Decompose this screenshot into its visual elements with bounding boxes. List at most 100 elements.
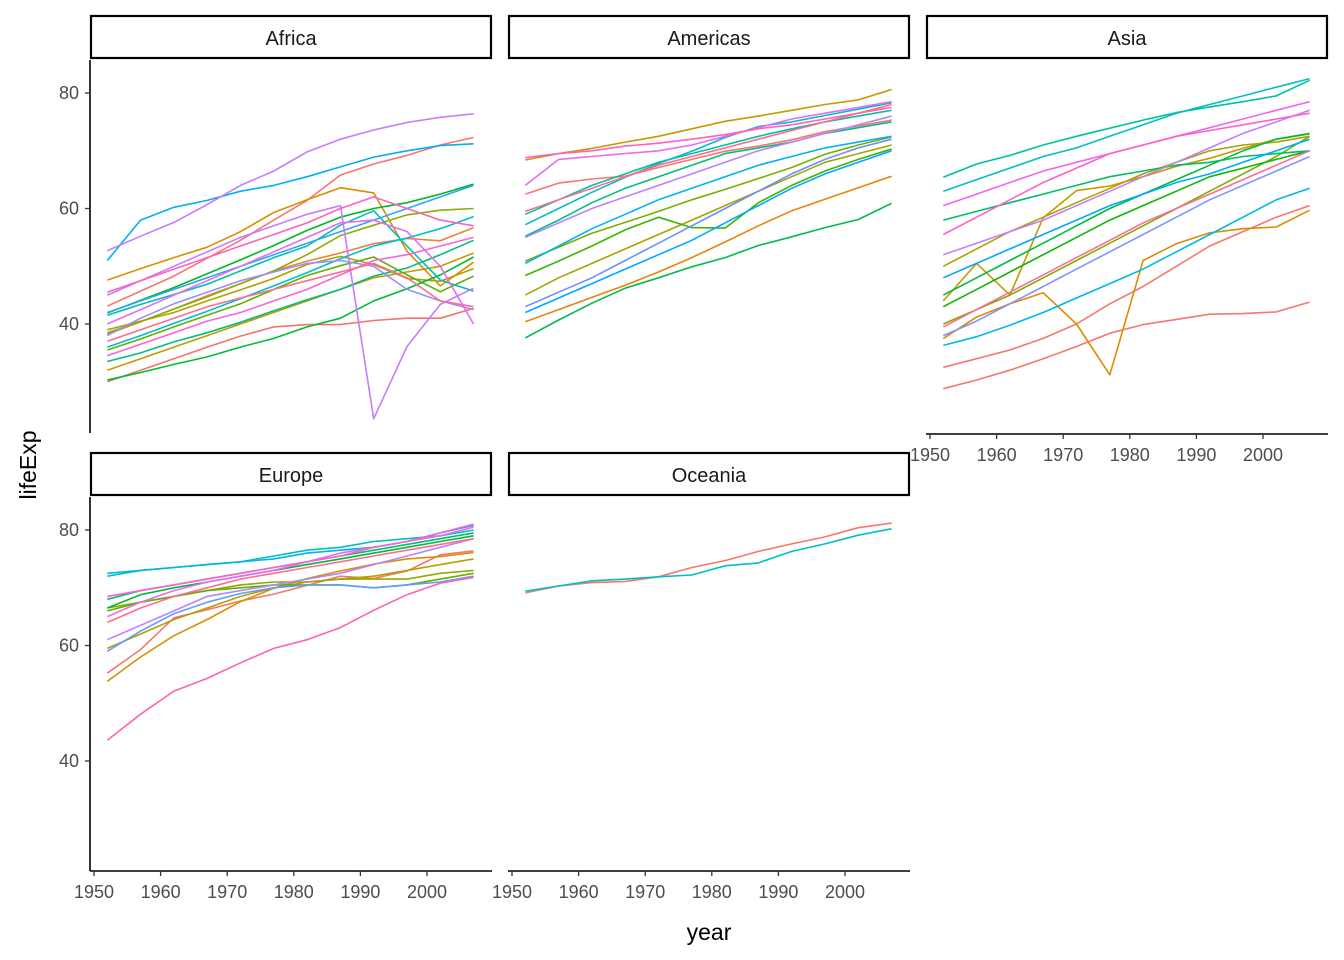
facet-strip-label: Africa bbox=[265, 28, 317, 50]
y-tick-label: 80 bbox=[59, 83, 79, 103]
series-line-1 bbox=[525, 522, 892, 594]
series-line-14 bbox=[106, 576, 474, 741]
x-tick-label: 2000 bbox=[825, 882, 865, 902]
series-line-6 bbox=[107, 535, 474, 609]
y-tick-label: 60 bbox=[59, 636, 79, 656]
facet-strip bbox=[507, 451, 911, 497]
y-tick-label: 40 bbox=[59, 751, 79, 771]
series-line-15 bbox=[943, 109, 1310, 256]
series-line-11 bbox=[106, 537, 474, 641]
x-tick-label: 2000 bbox=[407, 882, 447, 902]
series-group bbox=[942, 77, 1311, 390]
facet-panel-europe: Europe 40 60 80 1950 1960 1970 1980 1990 2000 bbox=[59, 451, 493, 902]
series-group bbox=[106, 113, 475, 420]
series-line-6 bbox=[524, 148, 892, 277]
series-line-2 bbox=[525, 528, 892, 592]
x-tick-label: 1970 bbox=[625, 882, 665, 902]
series-line-16 bbox=[525, 106, 892, 159]
series-line-8 bbox=[107, 256, 474, 351]
series-line-12 bbox=[106, 526, 474, 618]
x-tick-label: 1980 bbox=[692, 882, 732, 902]
series-line-6 bbox=[942, 135, 1311, 325]
series-line-14 bbox=[106, 143, 474, 262]
series-line-1 bbox=[106, 550, 474, 674]
series-line-7 bbox=[107, 207, 474, 334]
x-tick-label: 1980 bbox=[1110, 445, 1150, 465]
series-line-3 bbox=[525, 88, 892, 161]
series-line-13 bbox=[942, 138, 1310, 279]
series-line-14 bbox=[942, 155, 1310, 337]
series-line-19 bbox=[106, 219, 475, 325]
series-line-18 bbox=[942, 150, 1310, 328]
y-tick-label: 60 bbox=[59, 199, 79, 219]
series-line-17 bbox=[942, 112, 1310, 236]
series-line-8 bbox=[942, 132, 1310, 296]
facet-strip bbox=[89, 14, 493, 60]
series-line-15 bbox=[107, 184, 474, 314]
series-line-15 bbox=[106, 537, 474, 624]
facet-panel-asia: Asia 1950 1960 1970 1980 1990 2000 bbox=[910, 14, 1329, 465]
series-line-11 bbox=[943, 77, 1310, 192]
facet-panel-oceania: Oceania 1950 1960 1970 1980 1990 2000 bbox=[492, 451, 911, 902]
series-line-13 bbox=[524, 138, 892, 308]
series-line-17 bbox=[106, 204, 474, 420]
x-tick-label: 1990 bbox=[340, 882, 380, 902]
series-line-12 bbox=[943, 187, 1310, 347]
series-line-11 bbox=[524, 135, 892, 265]
facet-panel-africa: Africa 40 60 80 bbox=[59, 14, 493, 433]
facet-strip-label: Europe bbox=[259, 465, 324, 487]
series-line-18 bbox=[106, 113, 474, 252]
series-line-13 bbox=[107, 523, 474, 598]
facet-strip bbox=[89, 451, 493, 497]
y-axis-title: lifeExp bbox=[15, 430, 41, 499]
x-tick-label: 1960 bbox=[559, 882, 599, 902]
x-tick-label: 1950 bbox=[492, 882, 532, 902]
series-line-1 bbox=[943, 301, 1310, 390]
x-tick-label: 1970 bbox=[207, 882, 247, 902]
series-line-20 bbox=[107, 236, 474, 357]
series-line-7 bbox=[524, 202, 892, 339]
series-line-16 bbox=[943, 100, 1310, 207]
series-line-4 bbox=[107, 186, 475, 287]
facet-strip-label: Oceania bbox=[672, 465, 747, 487]
series-line-11 bbox=[107, 239, 474, 363]
series-line-6 bbox=[107, 255, 474, 331]
series-line-2 bbox=[525, 175, 892, 323]
x-tick-label: 1970 bbox=[1043, 445, 1083, 465]
facet-panel-americas: Americas bbox=[507, 14, 911, 339]
series-line-2 bbox=[943, 204, 1310, 369]
series-line-10 bbox=[107, 256, 474, 381]
x-tick-label: 1980 bbox=[274, 882, 314, 902]
x-tick-label: 1950 bbox=[910, 445, 950, 465]
series-group bbox=[525, 522, 892, 594]
series-line-10 bbox=[106, 575, 474, 652]
series-line-5 bbox=[942, 135, 1310, 268]
series-line-12 bbox=[107, 210, 474, 317]
y-tick-label: 80 bbox=[59, 520, 79, 540]
series-group bbox=[106, 523, 474, 741]
series-line-9 bbox=[107, 183, 474, 314]
x-tick-label: 2000 bbox=[1243, 445, 1283, 465]
series-line-22 bbox=[107, 262, 474, 343]
facet-strip-label: Americas bbox=[667, 28, 750, 50]
y-tick-label: 40 bbox=[59, 314, 79, 334]
facet-strip-label: Asia bbox=[1108, 28, 1148, 50]
series-line-17 bbox=[525, 103, 892, 213]
series-line-10 bbox=[943, 79, 1310, 179]
series-group bbox=[524, 88, 892, 339]
x-tick-label: 1990 bbox=[758, 882, 798, 902]
series-line-10 bbox=[524, 102, 892, 226]
series-line-12 bbox=[524, 150, 892, 314]
series-line-2 bbox=[107, 307, 474, 383]
x-tick-label: 1960 bbox=[141, 882, 181, 902]
series-line-1 bbox=[525, 119, 892, 195]
facet-panels: Africa 40 60 80 Americas Asia 1950 1960 1970 1980… bbox=[59, 14, 1329, 902]
x-tick-label: 1990 bbox=[1176, 445, 1216, 465]
series-line-16 bbox=[106, 259, 474, 337]
series-line-2 bbox=[106, 551, 474, 682]
series-line-9 bbox=[943, 150, 1310, 221]
series-line-5 bbox=[524, 136, 892, 262]
series-line-4 bbox=[524, 144, 892, 296]
series-line-5 bbox=[107, 252, 474, 371]
